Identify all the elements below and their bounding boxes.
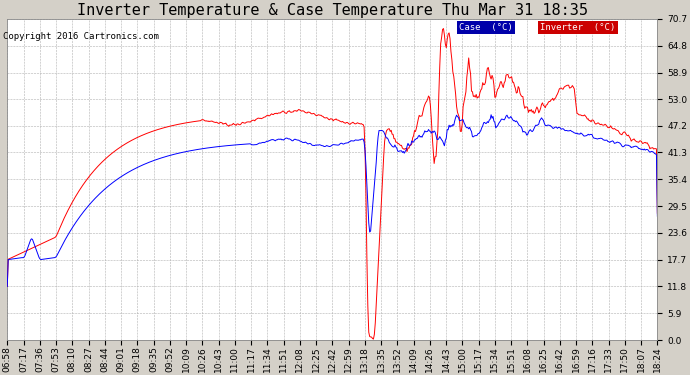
Text: Inverter  (°C): Inverter (°C): [540, 23, 615, 32]
Text: Copyright 2016 Cartronics.com: Copyright 2016 Cartronics.com: [3, 32, 159, 41]
Text: Case  (°C): Case (°C): [459, 23, 513, 32]
Title: Inverter Temperature & Case Temperature Thu Mar 31 18:35: Inverter Temperature & Case Temperature …: [77, 3, 588, 18]
